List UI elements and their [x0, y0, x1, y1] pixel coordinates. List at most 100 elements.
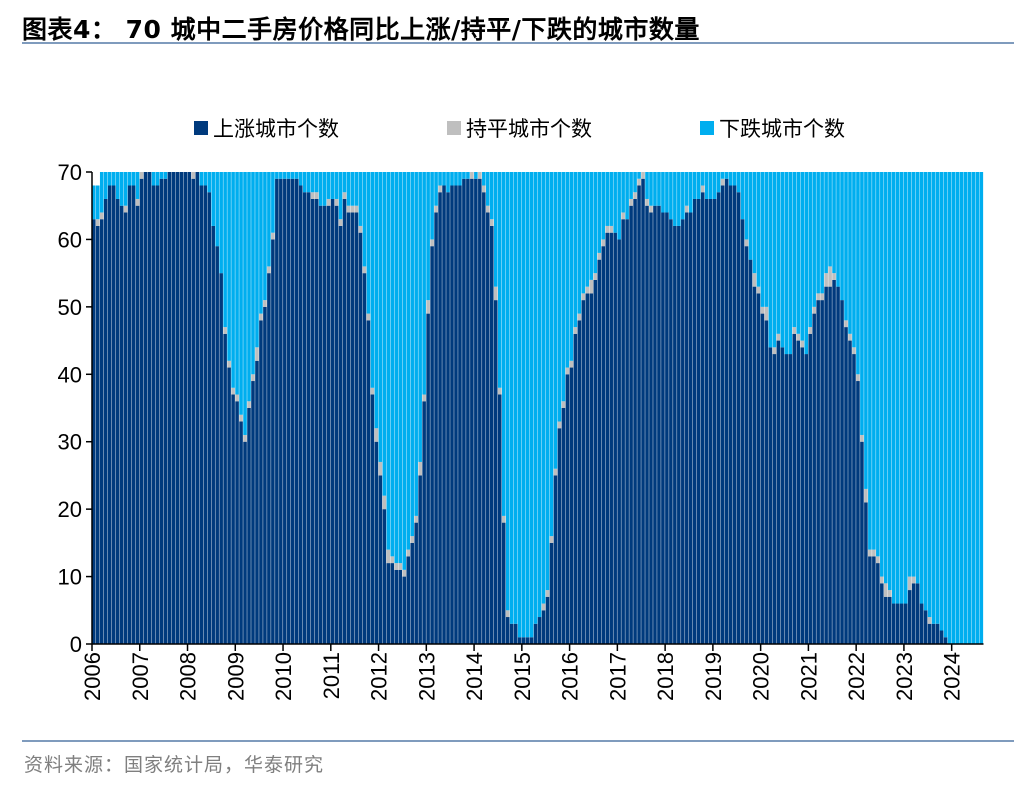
bar-down-2009-5: [251, 172, 255, 375]
bar-flat-2022-3: [864, 488, 868, 503]
bar-flat-2015-7: [545, 590, 550, 597]
bar-down-2014-12: [517, 172, 522, 638]
x-tick-label: 2013: [414, 652, 439, 701]
bar-up-2020-11: [800, 347, 805, 644]
bar-down-2017-6: [637, 172, 641, 179]
bar-down-2008-7: [211, 172, 215, 226]
bar-down-2008-5: [203, 172, 208, 186]
y-tick-label: 70: [58, 160, 82, 185]
bar-down-2020-3: [768, 172, 773, 348]
bar-flat-2022-1: [856, 374, 860, 382]
bar-up-2021-8: [836, 286, 840, 644]
bar-up-2020-7: [784, 354, 789, 644]
bar-flat-2008-12: [231, 387, 235, 395]
bar-down-2023-2: [907, 172, 912, 577]
bar-down-2011-8: [358, 172, 363, 226]
bar-up-2012-10: [414, 522, 418, 644]
bar-down-2017-12: [661, 172, 665, 213]
bar-up-2017-6: [637, 185, 641, 645]
bar-up-2019-6: [732, 185, 737, 645]
x-tick-label: 2006: [80, 652, 105, 701]
bar-down-2023-8: [931, 172, 936, 624]
bar-up-2017-11: [657, 205, 661, 644]
bar-flat-2012-1: [378, 461, 383, 476]
bar-up-2010-8: [310, 198, 315, 644]
bar-down-2024-3: [959, 172, 964, 644]
bar-up-2022-6: [876, 563, 880, 644]
bar-up-2008-12: [231, 394, 235, 644]
bar-flat-2021-6: [828, 266, 832, 287]
bar-down-2009-10: [271, 172, 275, 233]
bar-up-2020-3: [768, 347, 773, 644]
bar-flat-2015-8: [549, 536, 554, 543]
bar-down-2014-10: [509, 172, 514, 624]
bar-flat-2010-12: [326, 198, 331, 206]
bar-up-2006-9: [123, 212, 128, 644]
bar-up-2012-12: [422, 401, 426, 644]
x-tick-label: 2018: [653, 652, 678, 701]
bar-up-2021-3: [816, 300, 820, 644]
bar-down-2013-2: [430, 172, 434, 240]
bar-flat-2014-8: [501, 515, 506, 523]
bar-down-2020-12: [804, 172, 808, 355]
bar-up-2013-10: [462, 178, 466, 645]
bar-down-2006-9: [123, 172, 128, 206]
bar-down-2013-9: [458, 172, 462, 186]
bar-flat-2012-3: [386, 549, 391, 564]
bar-down-2012-5: [394, 172, 399, 564]
bar-down-2014-9: [505, 172, 510, 611]
bar-down-2009-11: [275, 172, 279, 179]
bar-down-2009-4: [247, 172, 251, 402]
bar-up-2018-11: [704, 198, 709, 644]
bar-flat-2017-5: [633, 192, 637, 199]
bar-down-2012-10: [414, 172, 418, 516]
bar-flat-2012-4: [390, 556, 395, 564]
bar-down-2010-12: [326, 172, 331, 199]
bar-down-2021-7: [832, 172, 836, 274]
bar-up-2007-2: [143, 172, 148, 644]
bar-flat-2016-8: [597, 252, 602, 260]
x-tick-label: 2019: [701, 652, 726, 701]
bar-flat-2009-7: [259, 313, 263, 321]
bar-down-2010-11: [322, 172, 327, 206]
bar-up-2021-10: [844, 327, 848, 644]
bar-down-2013-7: [450, 172, 454, 186]
bar-down-2015-6: [541, 172, 546, 604]
bar-down-2013-5: [442, 172, 446, 186]
bar-down-2023-10: [939, 172, 944, 631]
axes: 0 10 20 30 40 50 60 70 2006 2007 2008 2009 2010 2011 2…: [58, 160, 984, 701]
bar-down-2006-7: [115, 172, 120, 199]
bar-flat-2021-4: [820, 293, 824, 301]
bar-down-2018-5: [681, 172, 685, 220]
bar-up-2010-3: [291, 178, 295, 645]
bar-down-2016-6: [589, 172, 594, 280]
bar-up-2006-6: [111, 185, 116, 645]
bar-up-2022-9: [888, 596, 892, 644]
bar-up-2011-9: [362, 273, 367, 644]
y-tick-label: 40: [58, 362, 82, 387]
bar-up-2017-4: [629, 205, 633, 644]
bar-down-2018-7: [689, 172, 693, 213]
bar-up-2009-12: [279, 178, 283, 645]
bar-up-2015-12: [565, 374, 570, 644]
bar-up-2008-2: [191, 178, 196, 645]
bar-down-2021-2: [812, 172, 816, 307]
y-tick-label: 50: [58, 295, 82, 320]
bar-down-2008-8: [215, 172, 219, 247]
bar-down-2007-5: [155, 172, 160, 186]
bar-up-2014-7: [497, 394, 502, 644]
x-tick-label: 2017: [605, 652, 630, 701]
bar-down-2022-12: [899, 172, 904, 604]
bar-up-2006-11: [131, 185, 136, 645]
bar-up-2014-9: [505, 617, 510, 644]
bar-up-2012-8: [406, 556, 410, 644]
bar-down-2022-11: [895, 172, 900, 604]
bar-up-2013-6: [446, 192, 450, 645]
bar-flat-2016-10: [605, 225, 609, 233]
bar-flat-2015-6: [541, 603, 546, 611]
bar-down-2023-11: [943, 172, 948, 638]
bar-down-2012-2: [382, 172, 387, 496]
bar-up-2023-2: [907, 590, 912, 644]
x-tick-label: 2023: [892, 652, 917, 701]
